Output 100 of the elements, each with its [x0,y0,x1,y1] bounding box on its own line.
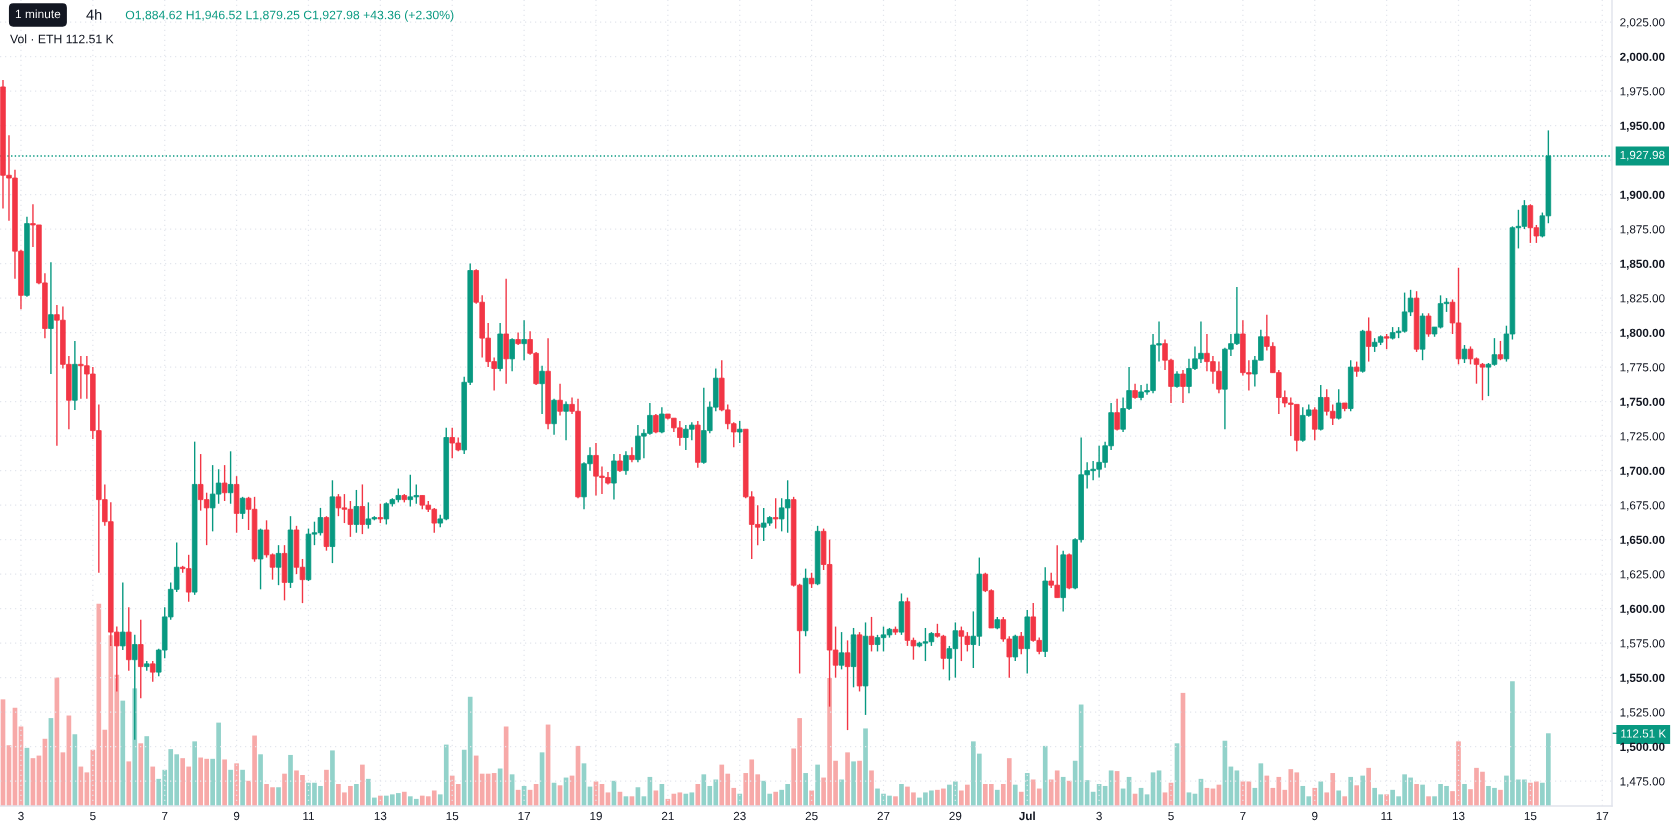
x-tick-label: 15 [1524,811,1537,821]
bar [809,790,814,806]
bar [288,754,293,806]
candlestick [539,365,545,415]
bar [899,784,904,806]
x-tick-label: 23 [733,811,746,821]
candlestick [551,398,557,436]
bar [222,759,227,806]
y-tick-label: 1,625.00 [1620,570,1665,580]
bar [869,770,874,806]
bar [1018,791,1024,806]
candlestick [868,616,875,653]
chart-title: 4h [86,9,102,20]
x-tick-label: 11 [1381,811,1393,821]
x-tick-label: 3 [18,811,24,821]
y-tick-label: 1,525.00 [1620,708,1665,718]
y-tick-label: 1,675.00 [1620,501,1665,511]
candlestick [1335,388,1342,421]
bar [240,769,245,806]
x-tick-label: 27 [877,811,890,821]
candlestick [629,446,635,464]
bar [857,760,862,806]
candlestick [1180,369,1186,404]
candlestick [623,450,629,476]
bar [234,763,239,806]
bar [192,741,197,806]
bar [1414,784,1419,806]
bar [1348,776,1354,806]
bar [144,736,150,806]
bar [851,761,856,806]
x-tick-label: 7 [162,811,168,821]
candlestick [353,489,360,534]
candlestick [239,496,246,520]
candlestick [838,631,845,671]
x-tick-label: 3 [1096,811,1102,821]
bar [276,787,281,806]
x-tick-label: 25 [805,811,818,821]
bar [773,791,779,806]
bar [150,766,156,806]
x-tick-label: 9 [233,811,240,821]
bar [815,764,820,806]
x-tick-label: 19 [590,811,602,821]
candlestick [138,618,144,700]
candlestick [521,319,527,361]
ref-line-label: 1,927.98 [1620,150,1665,161]
y-tick-label: 2,000.00 [1620,52,1665,63]
x-tick-label: 11 [303,811,314,821]
bar [1336,790,1342,806]
bar [120,700,126,806]
bar [1420,784,1425,806]
x-tick-label: Jul [1019,811,1035,821]
y-tick-label: 1,850.00 [1620,259,1665,270]
bar [737,793,743,806]
candlestick [227,450,234,505]
candlestick [736,420,743,444]
bar [994,789,1000,806]
candlestick [1365,316,1372,363]
bar [1366,767,1371,806]
candlestick [844,639,851,731]
candlestick [1114,398,1120,432]
bar [1426,796,1431,806]
bar [1024,773,1030,806]
x-tick-label: 29 [949,811,962,821]
x-tick-label: 9 [1312,811,1318,821]
candlestick [1497,340,1504,361]
candlestick [275,544,282,586]
bar [324,769,329,806]
bar [126,761,132,806]
bar [1012,784,1018,806]
candlestick [509,337,515,372]
bar [401,791,407,806]
bar [1060,776,1066,806]
y-tick-label: 1,825.00 [1620,294,1665,304]
candlestick [611,453,617,501]
bar [1360,775,1366,806]
y-tick-label: 1,650.00 [1620,535,1665,546]
bar [1342,796,1348,806]
bar [1384,794,1389,806]
x-tick-label: 21 [661,811,674,821]
y-tick-label: 1,975.00 [1620,87,1665,97]
bar [1066,780,1072,806]
candlestick [1312,406,1318,441]
y-tick-label: 1,475.00 [1620,777,1665,787]
bar [839,779,844,806]
candlestick [1425,312,1432,338]
bar [138,743,144,806]
bar [1354,785,1360,806]
candlestick [149,660,156,683]
y-tick-label: 1,600.00 [1620,604,1665,615]
x-tick-label: 17 [518,811,531,821]
y-tick-label: 1,750.00 [1620,397,1665,408]
y-tick-label: 1,575.00 [1620,639,1665,649]
y-tick-label: 2,025.00 [1620,18,1665,28]
x-tick-label: 15 [446,811,459,821]
y-tick-label: 1,800.00 [1620,328,1665,339]
bar [1042,745,1048,806]
candlestick [563,400,569,441]
candlestick [659,406,665,435]
annotation: Vol · ETH 112.51 K [10,34,114,44]
candlestick [1018,631,1025,655]
